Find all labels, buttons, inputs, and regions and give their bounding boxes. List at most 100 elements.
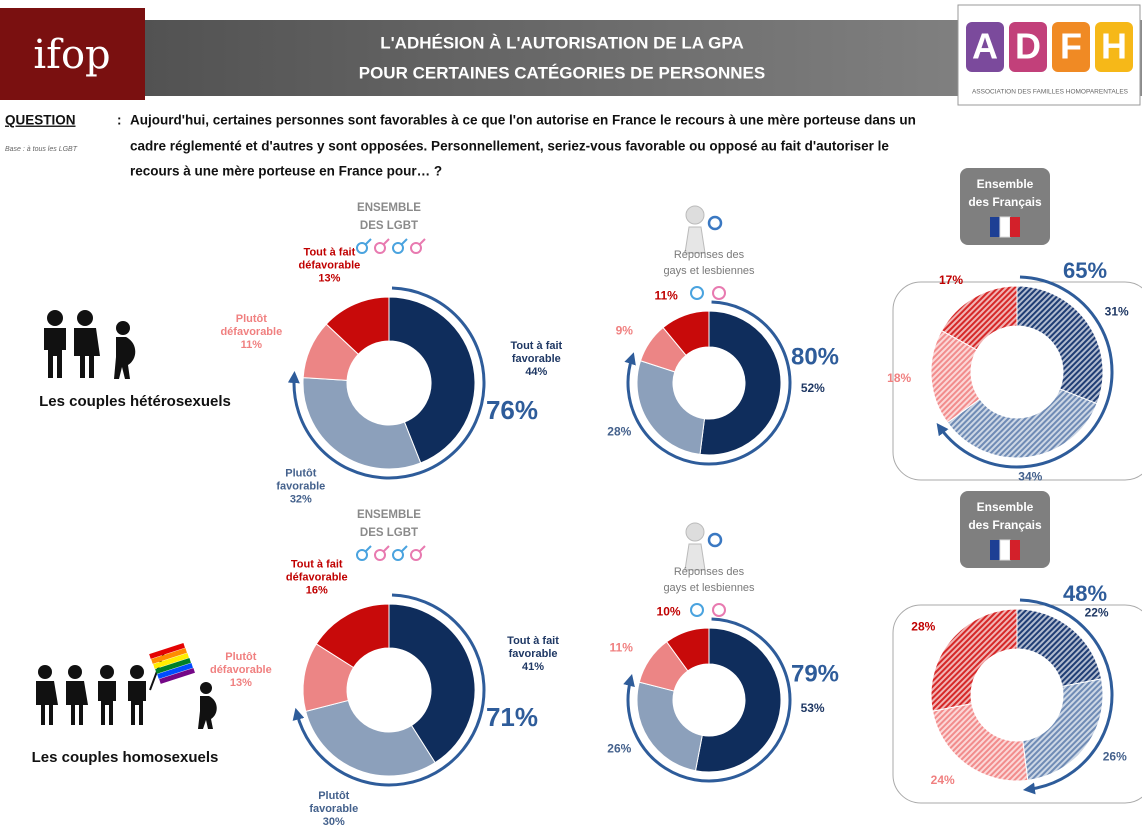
category-label: Plutôt <box>318 790 349 802</box>
category-label: favorable <box>309 803 358 815</box>
value-label: 22% <box>1085 605 1109 619</box>
value-label: 44% <box>525 366 547 378</box>
flag <box>1010 540 1020 560</box>
value-label: 41% <box>522 661 544 673</box>
category-label: Tout à fait <box>510 340 562 352</box>
category-label: défavorable <box>299 259 361 271</box>
question-line: recours à une mère porteuse en France po… <box>130 164 442 179</box>
chart-title: Ensemble <box>977 500 1034 514</box>
category-label: favorable <box>276 480 325 492</box>
gender-symbol <box>357 550 367 560</box>
gender-symbol <box>420 239 425 244</box>
value-label: 17% <box>939 273 963 287</box>
category-label: favorable <box>512 353 561 365</box>
value-label: 52% <box>801 381 825 395</box>
value-label: 11% <box>241 339 263 351</box>
chart-title: ENSEMBLE <box>357 509 421 521</box>
base-note: Base : à tous les LGBT <box>5 146 78 153</box>
gender-symbol <box>691 604 703 616</box>
question-line: Aujourd'hui, certaines personnes sont fa… <box>130 113 916 128</box>
category-label: Tout à fait <box>304 246 356 258</box>
category-label: Tout à fait <box>507 635 559 647</box>
donut-slice <box>306 700 435 776</box>
value-label: 34% <box>1018 469 1042 483</box>
flag <box>1000 540 1010 560</box>
category-label: Plutôt <box>285 467 316 479</box>
category-label: défavorable <box>220 326 282 338</box>
gender-symbol <box>691 287 703 299</box>
logo-letter: D <box>1015 26 1041 67</box>
gender-symbol <box>366 239 371 244</box>
title-line: L'ADHÉSION À L'AUTORISATION DE LA GPA <box>380 33 744 52</box>
logo-letter: H <box>1101 26 1127 67</box>
chart-title: Réponses des <box>674 566 745 578</box>
donut-slice <box>700 311 781 455</box>
row-label: Les couples homosexuels <box>32 749 219 766</box>
gender-symbol <box>393 243 403 253</box>
gender-symbol <box>384 546 389 551</box>
chart-title: des Français <box>968 195 1042 209</box>
value-label: 24% <box>931 773 955 787</box>
gender-symbol <box>420 546 425 551</box>
chart-title: ENSEMBLE <box>357 202 421 214</box>
category-label: défavorable <box>210 664 272 676</box>
question-sep: : <box>117 113 122 128</box>
value-label: 32% <box>290 493 312 505</box>
donut-slice <box>303 378 421 469</box>
flag <box>1000 217 1010 237</box>
chart-title: des Français <box>968 518 1042 532</box>
title-line: POUR CERTAINES CATÉGORIES DE PERSONNES <box>359 63 765 82</box>
figure-icon <box>709 534 721 546</box>
value-label: 53% <box>801 701 825 715</box>
gender-symbol <box>713 604 725 616</box>
category-label: défavorable <box>286 572 348 584</box>
total-label: 76% <box>486 395 538 425</box>
total-label: 48% <box>1063 581 1107 606</box>
gender-symbol <box>366 546 371 551</box>
infographic: ifop L'ADHÉSION À L'AUTORISATION DE LA G… <box>0 0 1142 827</box>
category-label: favorable <box>509 648 558 660</box>
figure-icon <box>686 206 704 224</box>
flag <box>990 217 1000 237</box>
flag <box>1010 217 1020 237</box>
gender-symbol <box>357 243 367 253</box>
value-label: 13% <box>318 272 340 284</box>
gender-symbol <box>411 550 421 560</box>
chart-title: DES LGBT <box>360 527 418 539</box>
gender-symbol <box>402 239 407 244</box>
value-label: 26% <box>607 741 631 755</box>
value-label: 11% <box>610 640 634 654</box>
value-label: 10% <box>657 605 681 619</box>
ifop-logo: ifop <box>33 32 110 78</box>
question-label: QUESTION <box>5 113 76 128</box>
total-label: 80% <box>791 343 839 370</box>
row-label: Les couples hétérosexuels <box>39 393 231 410</box>
gender-symbol <box>384 239 389 244</box>
gender-symbol <box>713 287 725 299</box>
gender-symbol <box>393 550 403 560</box>
logo-letter: F <box>1060 26 1082 67</box>
value-label: 11% <box>654 289 678 303</box>
total-label: 71% <box>486 702 538 732</box>
gender-symbol <box>375 243 385 253</box>
question-line: cadre réglementé et d'autres y sont oppo… <box>130 139 889 154</box>
category-label: Plutôt <box>236 313 267 325</box>
chart-title: Réponses des <box>674 249 745 261</box>
value-label: 9% <box>616 323 634 337</box>
flag <box>990 540 1000 560</box>
chart-title: gays et lesbiennes <box>663 265 755 277</box>
homo-icon <box>36 643 217 729</box>
figure-icon <box>686 523 704 541</box>
value-label: 18% <box>887 371 911 385</box>
total-label: 65% <box>1063 258 1107 283</box>
value-label: 16% <box>306 585 328 597</box>
hetero-icon <box>44 310 135 379</box>
figure-icon <box>709 217 721 229</box>
chart-title: Ensemble <box>977 177 1034 191</box>
partner-name: ASSOCIATION DES FAMILLES HOMOPARENTALES <box>972 89 1129 96</box>
value-label: 13% <box>230 677 252 689</box>
value-label: 26% <box>1103 749 1127 763</box>
donut-slice <box>637 361 704 455</box>
logo-letter: A <box>972 26 998 67</box>
gender-symbol <box>375 550 385 560</box>
